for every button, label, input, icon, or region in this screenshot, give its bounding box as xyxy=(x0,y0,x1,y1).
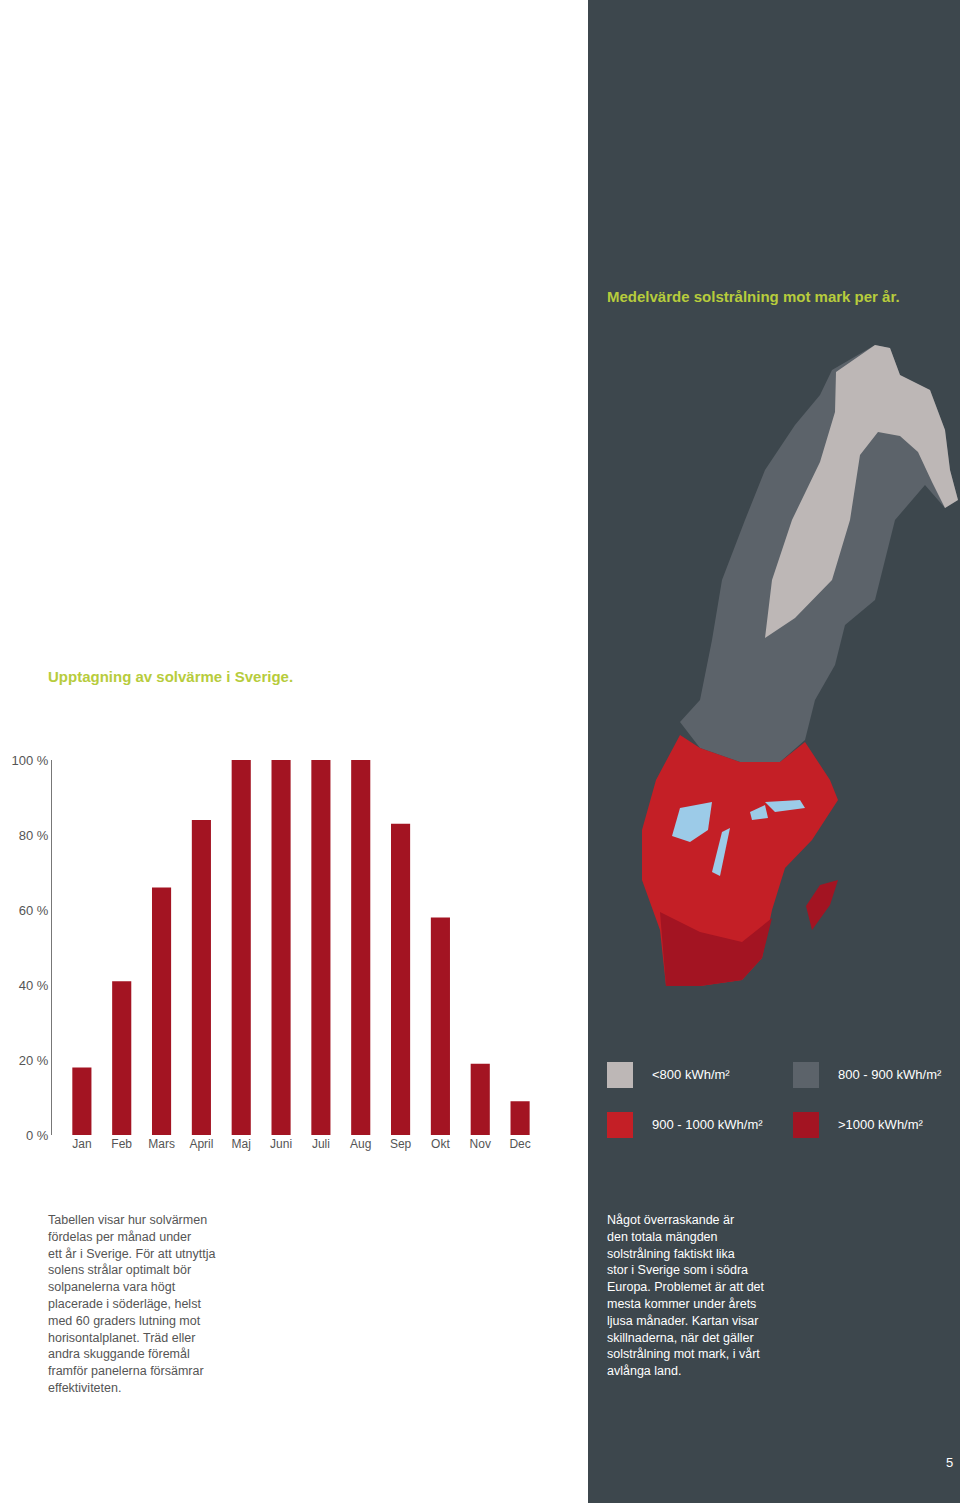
html-text:med 60 graders lutning mot: med 60 graders lutning mot xyxy=(48,1313,201,1328)
svg-text:Maj: Maj xyxy=(232,1137,251,1151)
html-text:solstrålning faktiskt lika: solstrålning faktiskt lika xyxy=(607,1246,735,1261)
html-text:solstrålning mot mark, i vårt: solstrålning mot mark, i vårt xyxy=(607,1347,760,1362)
html-text:avlånga land.: avlånga land. xyxy=(607,1364,682,1379)
svg-text:Feb: Feb xyxy=(111,1137,132,1151)
html-text:5: 5 xyxy=(946,1455,954,1470)
svg-text:Okt: Okt xyxy=(431,1137,450,1151)
svg-text:Aug: Aug xyxy=(350,1137,371,1151)
html-text:solpanelerna vara högt: solpanelerna vara högt xyxy=(48,1280,176,1295)
svg-text:Nov: Nov xyxy=(470,1137,491,1151)
html-text:>1000 kWh/m²: >1000 kWh/m² xyxy=(838,1117,923,1132)
svg-text:Juni: Juni xyxy=(270,1137,292,1151)
svg-text:Mars: Mars xyxy=(148,1137,175,1151)
html-text:solens strålar optimalt bör: solens strålar optimalt bör xyxy=(48,1263,192,1278)
svg-text:Jan: Jan xyxy=(72,1137,91,1151)
html-text:Europa. Problemet är att det: Europa. Problemet är att det xyxy=(607,1280,764,1295)
svg-text:40 %: 40 % xyxy=(19,978,49,993)
html-text:andra skuggande föremål: andra skuggande föremål xyxy=(48,1347,190,1362)
html-text:800 - 900 kWh/m²: 800 - 900 kWh/m² xyxy=(838,1067,942,1082)
svg-text:0 %: 0 % xyxy=(26,1128,49,1143)
html-text:<800 kWh/m²: <800 kWh/m² xyxy=(652,1067,730,1082)
html-text:skillnaderna, när det gäller: skillnaderna, när det gäller xyxy=(607,1330,754,1345)
html-text:framför panelerna försämrar: framför panelerna försämrar xyxy=(48,1364,204,1379)
html-text:Medelvärde solstrålning mot ma: Medelvärde solstrålning mot mark per år. xyxy=(607,288,900,305)
html-text:horisontalplanet. Träd eller: horisontalplanet. Träd eller xyxy=(48,1330,196,1345)
svg-text:60 %: 60 % xyxy=(19,903,49,918)
html-text:den totala mängden: den totala mängden xyxy=(607,1229,718,1244)
html-text:effektiviteten.: effektiviteten. xyxy=(48,1381,122,1395)
svg-text:Dec: Dec xyxy=(509,1137,530,1151)
html-text:Något överraskande är: Något överraskande är xyxy=(607,1213,735,1227)
svg-text:20 %: 20 % xyxy=(19,1053,49,1068)
html-text:fördelas per månad under: fördelas per månad under xyxy=(48,1229,192,1244)
html-text:stor i Sverige som i södra: stor i Sverige som i södra xyxy=(607,1263,748,1278)
svg-text:80 %: 80 % xyxy=(19,828,49,843)
html-text:900 - 1000 kWh/m²: 900 - 1000 kWh/m² xyxy=(652,1117,763,1132)
svg-text:April: April xyxy=(189,1137,213,1151)
svg-text:Sep: Sep xyxy=(390,1137,412,1151)
svg-text:Upptagning av solvärme i Sveri: Upptagning av solvärme i Sverige. xyxy=(48,668,293,685)
html-text:ett år i Sverige. För att utny: ett år i Sverige. För att utnyttja xyxy=(48,1246,216,1261)
html-text:ljusa månader. Kartan visar: ljusa månader. Kartan visar xyxy=(607,1313,759,1328)
html-text:mesta kommer under årets: mesta kommer under årets xyxy=(607,1297,757,1311)
html-text:Tabellen visar hur solvärmen: Tabellen visar hur solvärmen xyxy=(48,1213,208,1227)
html-text:placerade i söderläge, helst: placerade i söderläge, helst xyxy=(48,1297,201,1311)
svg-text:Juli: Juli xyxy=(312,1137,330,1151)
svg-text:100 %: 100 % xyxy=(12,753,49,768)
